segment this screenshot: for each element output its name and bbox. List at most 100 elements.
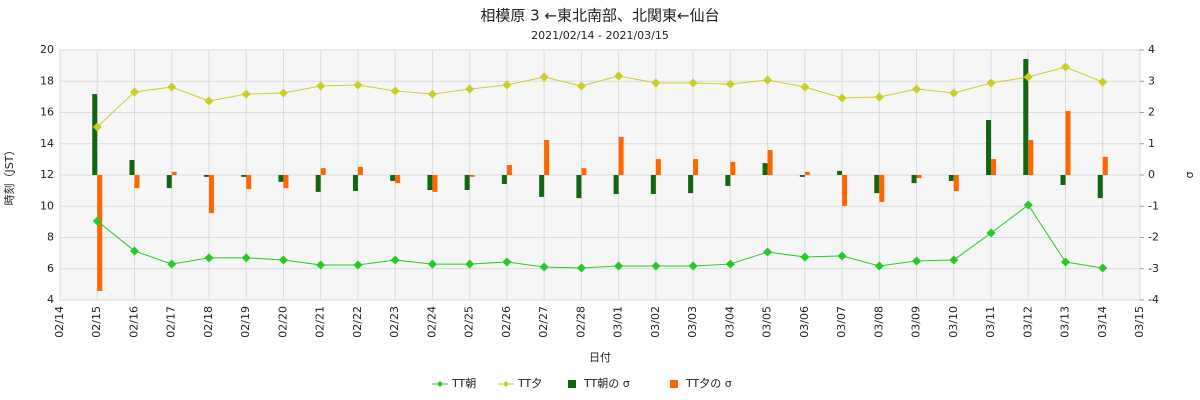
point [688, 261, 698, 271]
bar [618, 136, 624, 175]
x-tick-label: 02/14 [53, 306, 66, 338]
y-axis-label: 時刻（JST） [2, 145, 16, 206]
bar [129, 160, 135, 175]
y2-tick-label: -4 [1148, 293, 1159, 306]
bar [1097, 175, 1103, 199]
x-tick-label: 02/16 [127, 306, 140, 338]
point [204, 96, 214, 106]
y-tick-label: 6 [47, 262, 54, 275]
bar [539, 175, 545, 197]
y2-axis-label: σ [1183, 171, 1196, 178]
point [837, 251, 847, 261]
x-tick-label: 02/23 [388, 306, 401, 338]
point [129, 246, 139, 256]
bar [278, 175, 284, 182]
point [1061, 257, 1071, 267]
point [316, 260, 326, 270]
bar [1023, 59, 1029, 175]
x-tick-label: 02/19 [239, 306, 252, 338]
bar [246, 175, 252, 190]
x-tick-label: 03/08 [872, 306, 885, 338]
point [539, 262, 549, 272]
legend-swatch [670, 380, 678, 388]
x-tick-label: 02/22 [351, 306, 364, 338]
bar [581, 168, 587, 175]
point [427, 259, 437, 269]
bar [171, 171, 177, 175]
point [502, 257, 512, 267]
point [204, 253, 214, 263]
point [576, 263, 586, 273]
bar [874, 175, 880, 194]
point [800, 82, 810, 92]
point [465, 84, 475, 94]
y2-tick-label: 1 [1148, 137, 1155, 150]
y2-tick-label: 3 [1148, 74, 1155, 87]
bar [986, 120, 992, 175]
bar [241, 175, 247, 177]
bar [390, 175, 396, 181]
point [1098, 263, 1108, 273]
y2-tick-label: 2 [1148, 106, 1155, 119]
point [167, 82, 177, 92]
bar [953, 175, 959, 191]
legend-marker [437, 381, 443, 387]
bar [576, 175, 582, 199]
point [502, 80, 512, 90]
point [763, 247, 773, 257]
y-tick-label: 10 [40, 199, 54, 212]
legend-label: TT夕 [517, 377, 542, 390]
point [725, 79, 735, 89]
point [986, 228, 996, 238]
bar [208, 175, 214, 214]
bar [464, 175, 470, 190]
bar [357, 166, 363, 175]
x-tick-label: 03/02 [649, 306, 662, 338]
bar [991, 159, 997, 175]
point [912, 84, 922, 94]
point [167, 259, 177, 269]
point [465, 259, 475, 269]
bar [767, 150, 773, 175]
point [316, 81, 326, 91]
legend-marker [503, 381, 509, 387]
point [800, 252, 810, 262]
bar [911, 175, 917, 184]
point [92, 122, 102, 132]
x-tick-label: 02/26 [500, 306, 513, 338]
y-tick-label: 14 [40, 137, 54, 150]
y-tick-label: 12 [40, 168, 54, 181]
bar [1102, 156, 1108, 175]
line [96, 66, 1103, 128]
point [92, 216, 102, 226]
x-tick-label: 02/21 [314, 306, 327, 338]
x-tick-label: 02/27 [537, 306, 550, 338]
bar [166, 175, 172, 189]
bar [395, 175, 401, 184]
point [278, 255, 288, 265]
point [390, 86, 400, 96]
bar [879, 175, 885, 202]
bar [352, 175, 358, 191]
point [353, 80, 363, 90]
y-tick-label: 16 [40, 106, 54, 119]
chart-subtitle: 2021/02/14 - 2021/03/15 [531, 29, 669, 42]
bar [92, 94, 98, 175]
point [129, 87, 139, 97]
bar [1060, 175, 1066, 185]
point [241, 89, 251, 99]
x-tick-label: 02/28 [574, 306, 587, 338]
x-tick-label: 03/07 [835, 306, 848, 338]
line [96, 204, 1103, 269]
y2-tick-label: -3 [1148, 262, 1159, 275]
bar [501, 175, 507, 185]
point [427, 89, 437, 99]
point [1061, 62, 1071, 72]
bar [97, 175, 103, 291]
x-tick-label: 02/25 [463, 306, 476, 338]
y-tick-label: 4 [47, 293, 54, 306]
point [576, 81, 586, 91]
x-tick-label: 03/13 [1059, 306, 1072, 338]
x-tick-label: 03/11 [984, 306, 997, 338]
bar [1028, 140, 1034, 175]
